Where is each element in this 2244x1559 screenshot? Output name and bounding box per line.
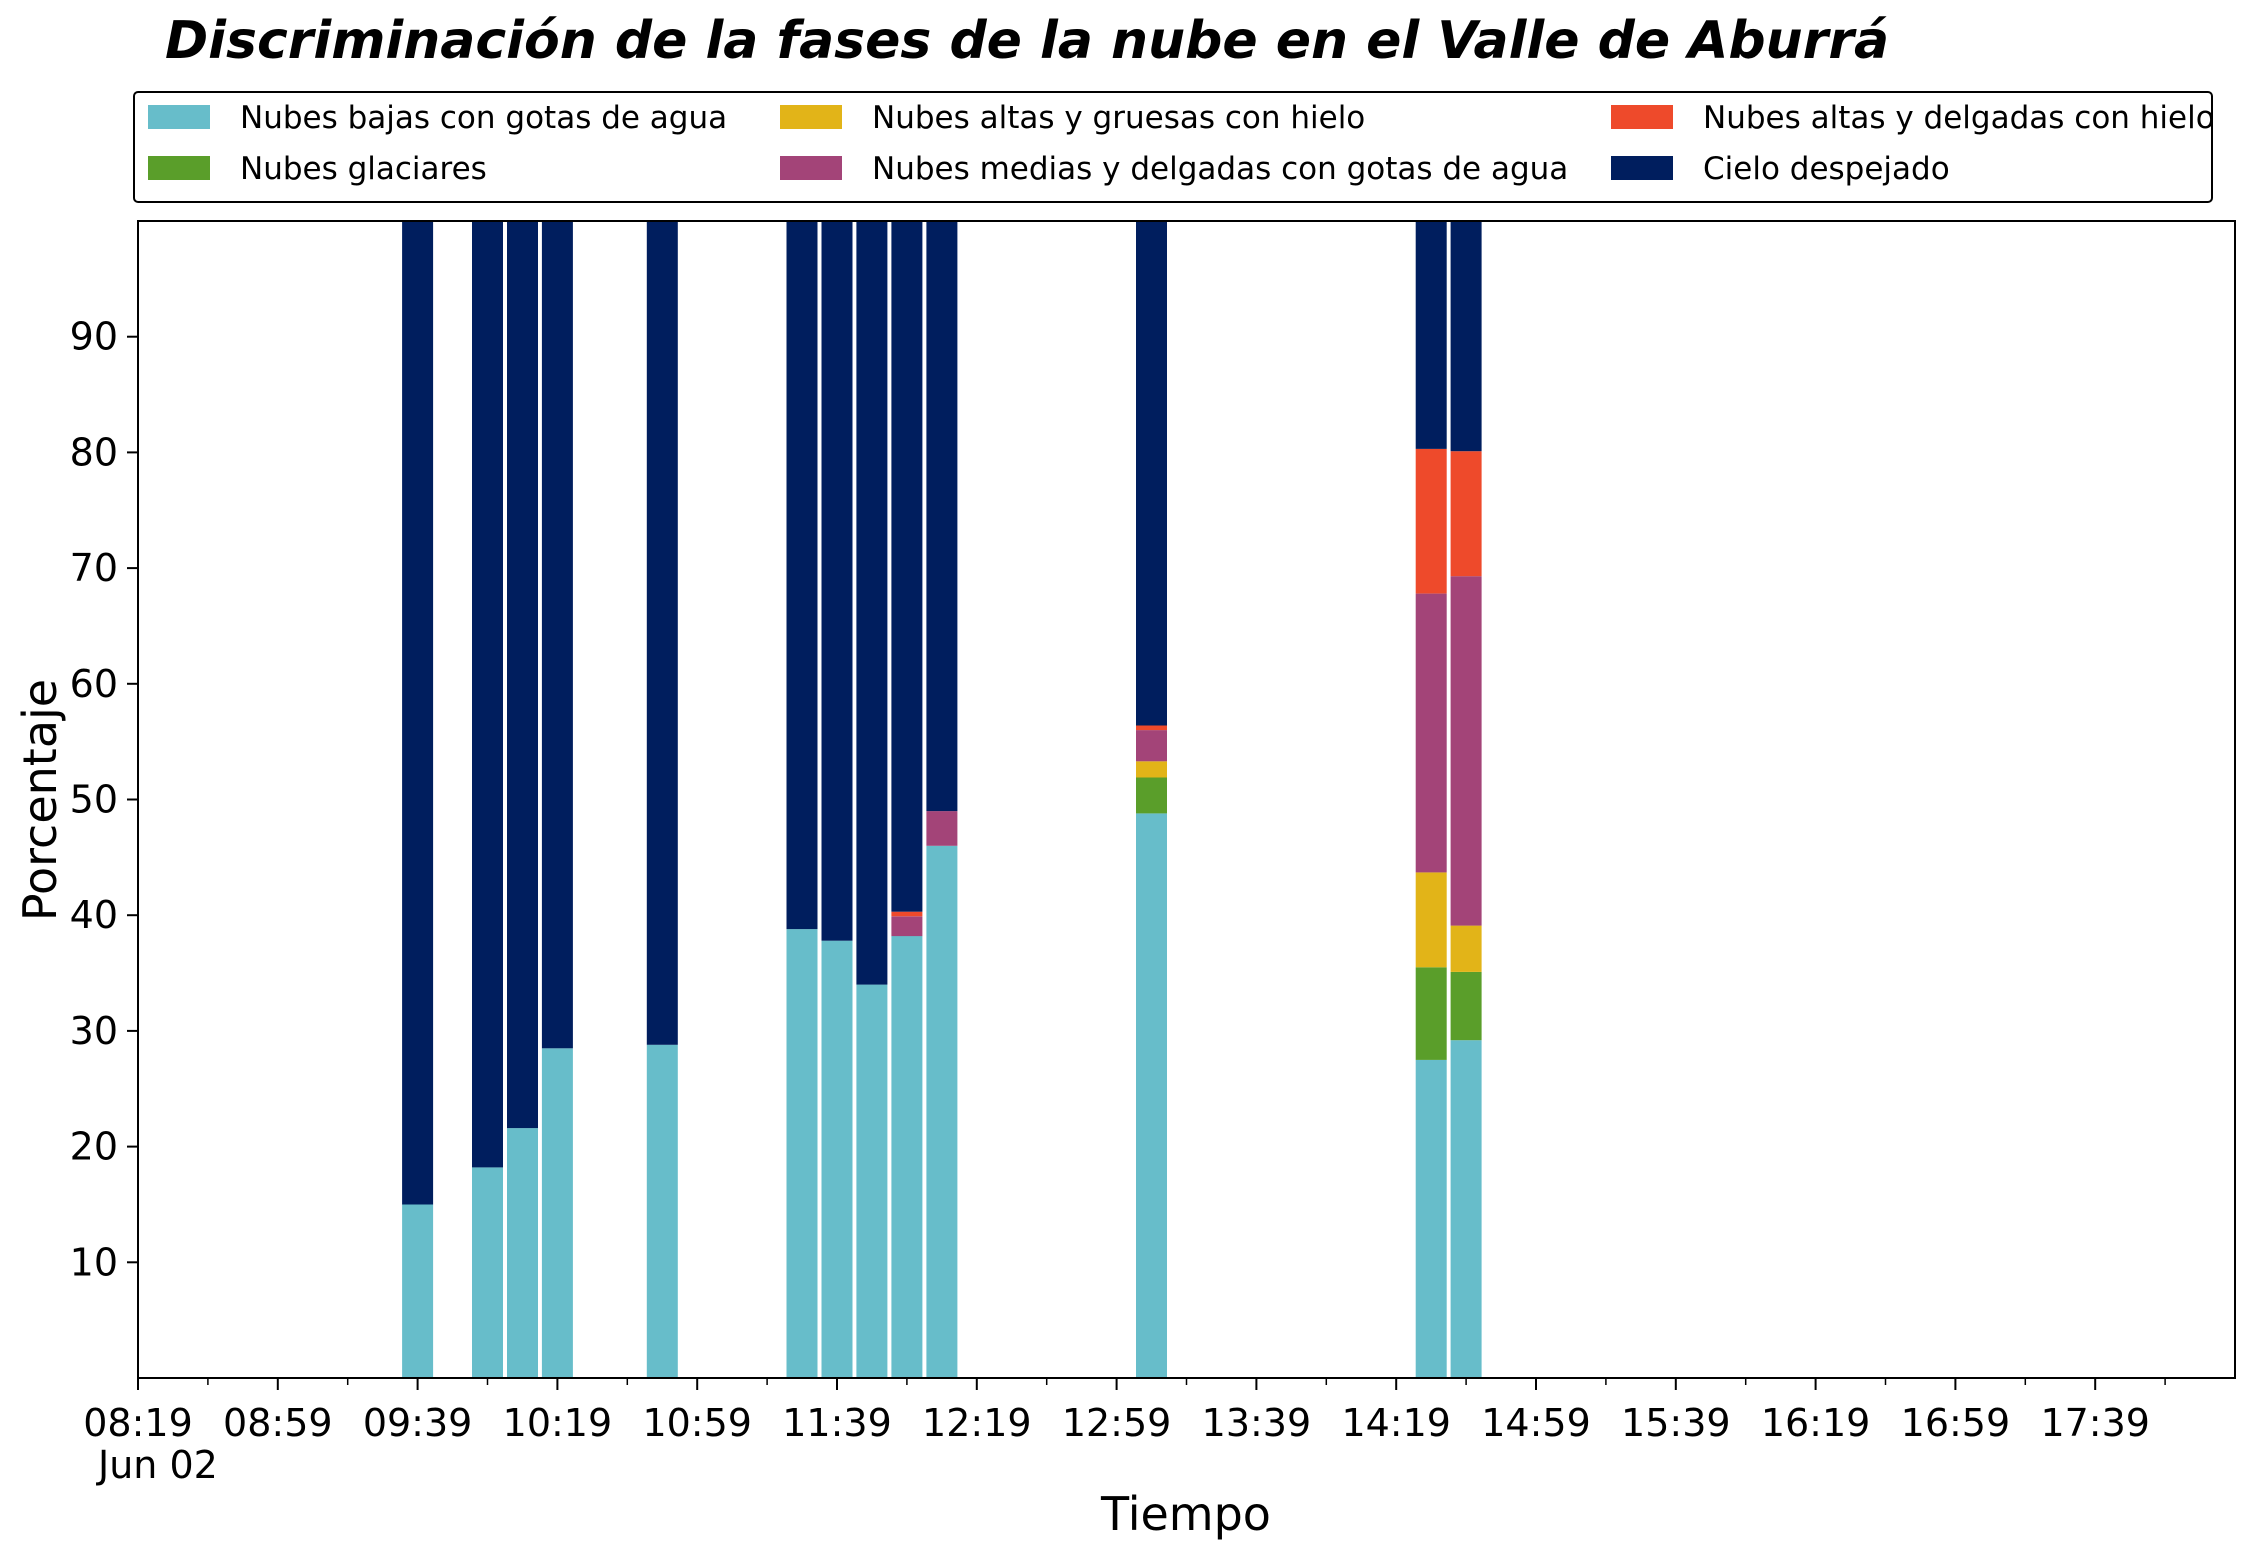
bar-segment (1415, 967, 1447, 1060)
bar-segment (472, 221, 503, 1168)
y-tick-label: 90 (70, 315, 118, 359)
bar-segment (891, 221, 923, 912)
y-tick-label: 40 (70, 893, 118, 937)
bar-segment (856, 984, 888, 1378)
bar-segment (507, 1128, 538, 1378)
x-tick-label: 12:59 (1062, 1401, 1172, 1445)
bar-segment (891, 916, 923, 937)
legend-item: Nubes altas y gruesas con hielo (780, 100, 1365, 136)
x-date-label: Jun 02 (96, 1443, 218, 1487)
x-axis: 08:19 08:59 09:39 10:19 10:59 11:39 12:19 12:59… (83, 1378, 2166, 1445)
legend-label: Cielo despejado (1703, 151, 1950, 187)
x-tick-label: 15:39 (1621, 1401, 1731, 1445)
bar-segment (1415, 872, 1447, 968)
legend-swatch (148, 105, 210, 129)
bars-group (402, 221, 1482, 1378)
bar-segment (926, 221, 958, 812)
legend-label: Nubes glaciares (240, 151, 487, 187)
bar-segment (541, 1048, 573, 1378)
bar-segment (1136, 761, 1167, 778)
bar-segment (1415, 448, 1447, 594)
bar-segment (926, 845, 958, 1378)
bar-segment (891, 936, 923, 1378)
x-tick-label: 13:39 (1202, 1401, 1312, 1445)
bar-segment (1415, 593, 1447, 873)
x-tick-label: 10:19 (503, 1401, 613, 1445)
legend-item: Nubes glaciares (148, 151, 487, 187)
bar-segment (1450, 971, 1482, 1041)
x-tick-label: 16:59 (1901, 1401, 2011, 1445)
bar-segment (541, 221, 573, 1049)
y-tick-label: 80 (70, 430, 118, 474)
x-tick-label: 14:19 (1341, 1401, 1451, 1445)
bar-segment (821, 221, 853, 941)
legend: Nubes bajas con gotas de agua Nubes glaci… (133, 91, 2215, 203)
legend-item: Nubes altas y delgadas con hielo (1611, 100, 2215, 136)
y-axis: 10 20 30 40 50 60 70 80 90 (70, 315, 138, 1284)
bar-segment (786, 929, 818, 1378)
bar-segment (1450, 1040, 1482, 1378)
legend-item: Nubes bajas con gotas de agua (148, 100, 727, 136)
bar-segment (856, 221, 888, 985)
legend-swatch (1611, 156, 1673, 180)
x-tick-label: 08:59 (223, 1401, 333, 1445)
bar-segment (1415, 221, 1447, 449)
bar-segment (1450, 221, 1482, 452)
bar-segment (646, 1044, 678, 1378)
plot-frame (137, 220, 2236, 1379)
bar-segment (646, 221, 678, 1045)
x-tick-label: 10:59 (642, 1401, 752, 1445)
legend-label: Nubes medias y delgadas con gotas de agu… (872, 151, 1568, 187)
x-tick-label: 17:39 (2040, 1401, 2150, 1445)
legend-label: Nubes altas y gruesas con hielo (872, 100, 1365, 136)
y-tick-label: 50 (70, 778, 118, 822)
bar-segment (1136, 730, 1167, 762)
legend-label: Nubes bajas con gotas de agua (240, 100, 727, 136)
bar-segment (1450, 451, 1482, 577)
y-tick-label: 30 (70, 1009, 118, 1053)
chart-title: Discriminación de la fases de la nube en… (165, 11, 1889, 71)
x-tick-label: 14:59 (1481, 1401, 1591, 1445)
bar-segment (891, 911, 923, 917)
bar-segment (507, 221, 538, 1129)
legend-swatch (780, 105, 842, 129)
legend-item: Nubes medias y delgadas con gotas de agu… (780, 151, 1568, 187)
bar-segment (926, 811, 958, 846)
bar-segment (821, 940, 853, 1378)
bar-segment (472, 1167, 503, 1378)
y-tick-label: 70 (70, 546, 118, 590)
x-tick-label: 09:39 (363, 1401, 473, 1445)
legend-swatch (1611, 105, 1673, 129)
y-axis-label: Porcentaje (13, 679, 67, 921)
bar-segment (1136, 221, 1167, 726)
bar-segment (1136, 813, 1167, 1378)
legend-item: Cielo despejado (1611, 151, 1950, 187)
legend-swatch (780, 156, 842, 180)
y-tick-label: 60 (70, 662, 118, 706)
y-tick-label: 20 (70, 1125, 118, 1169)
x-tick-label: 12:19 (922, 1401, 1032, 1445)
y-tick-label: 10 (70, 1240, 118, 1284)
legend-frame (133, 91, 2213, 203)
bar-segment (1450, 925, 1482, 972)
bar-segment (1450, 576, 1482, 926)
bar-segment (786, 221, 818, 930)
plot-area: 10 20 30 40 50 60 70 80 90 08:19 08:59 09:39 10:19 1… (70, 220, 2236, 1445)
x-axis-label: Tiempo (1100, 1487, 1271, 1541)
bar-segment (1136, 725, 1167, 731)
legend-label: Nubes altas y delgadas con hielo (1703, 100, 2215, 136)
x-tick-label: 16:19 (1761, 1401, 1871, 1445)
bar-segment (402, 1204, 434, 1378)
bar-segment (1415, 1059, 1447, 1378)
bar-segment (402, 221, 434, 1205)
legend-swatch (148, 156, 210, 180)
x-tick-label: 11:39 (782, 1401, 892, 1445)
bar-segment (1136, 777, 1167, 814)
x-tick-label: 08:19 (83, 1401, 193, 1445)
